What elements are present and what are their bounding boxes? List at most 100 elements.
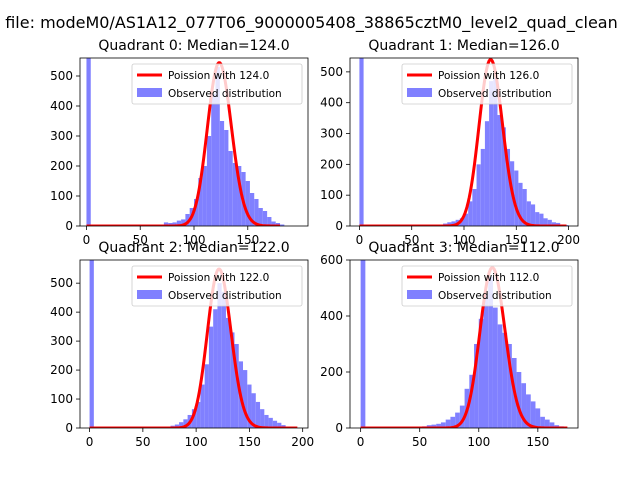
legend-box (401, 63, 573, 105)
poisson-curve (360, 266, 568, 428)
histogram-bar (262, 211, 268, 226)
histogram-bar (89, 260, 94, 428)
histogram-bar (540, 416, 545, 428)
histogram-bar (179, 422, 184, 428)
histogram-bar (247, 384, 252, 428)
histogram-bar (556, 222, 561, 226)
x-tick-label: 50 (404, 233, 419, 247)
y-tick-label: 0 (65, 421, 73, 435)
y-tick-label: 200 (50, 363, 73, 377)
x-tick-label: 50 (412, 435, 427, 449)
y-tick-label: 200 (320, 365, 343, 379)
histogram-bar (522, 189, 527, 226)
histogram-bar (476, 164, 481, 226)
histogram-bar (497, 324, 503, 428)
x-tick-label: 0 (86, 435, 94, 449)
plot-area (86, 58, 285, 226)
y-tick-label: 0 (335, 219, 343, 233)
histogram-bar (272, 420, 278, 428)
x-tick-label: 50 (133, 233, 148, 247)
y-tick-label: 600 (320, 253, 343, 267)
quadrant-title: Quadrant 1: Median=126.0 (368, 38, 559, 54)
legend-box (401, 265, 573, 307)
histogram-bar (217, 283, 222, 428)
histogram-bar (196, 401, 201, 428)
histogram-bar (474, 344, 479, 428)
histogram-bar (526, 201, 531, 226)
y-tick-label: 500 (50, 69, 73, 83)
histogram-bar (228, 151, 233, 226)
histogram-bar (230, 332, 235, 428)
histogram-bar (215, 67, 220, 226)
legend: Poission with 112.0 Observed distribution (401, 265, 573, 307)
histogram-bar (280, 224, 285, 226)
y-tick-label: 500 (320, 65, 343, 79)
plot-area (360, 260, 568, 428)
histogram-bar (464, 213, 469, 226)
histogram-bar (213, 309, 218, 428)
poisson-curve (358, 58, 567, 226)
y-tick-label: 400 (320, 96, 343, 110)
histogram-bar (484, 121, 490, 226)
histogram-bar (459, 405, 465, 428)
histogram-bar (547, 219, 552, 226)
histogram-bar (450, 416, 456, 428)
histogram-bar (202, 166, 207, 226)
axes-frame (349, 259, 579, 429)
y-tick-label: 0 (65, 219, 73, 233)
axes-frame (79, 259, 309, 429)
histogram-bar (208, 326, 214, 428)
histogram-bar (260, 409, 265, 428)
y-tick-label: 300 (320, 127, 343, 141)
histogram-bar (243, 370, 248, 428)
legend-label-poisson: Poission with 122.0 (168, 272, 269, 284)
histogram-bar (277, 422, 282, 428)
y-tick-label: 400 (50, 99, 73, 113)
histogram-bar (232, 163, 238, 226)
histogram-bar (221, 291, 226, 428)
y-tick-label: 100 (50, 189, 73, 203)
histogram-bar (501, 127, 506, 226)
histogram-bar (174, 424, 180, 428)
legend-label-poisson: Poission with 126.0 (438, 70, 539, 82)
histogram-bar (516, 372, 522, 428)
y-tick-label: 300 (50, 334, 73, 348)
x-tick-label: 50 (135, 435, 150, 449)
histogram-bar (264, 414, 269, 428)
histogram-bar (535, 212, 540, 226)
legend-box (131, 265, 303, 307)
x-tick-label: 0 (357, 435, 365, 449)
histogram-bar (521, 383, 527, 428)
x-tick-label: 100 (183, 233, 206, 247)
legend-label-observed: Observed distribution (438, 290, 552, 302)
histogram-bar (469, 374, 475, 428)
plot-area (89, 260, 298, 428)
y-tick-label: 300 (50, 129, 73, 143)
legend-label-observed: Observed distribution (168, 290, 282, 302)
histogram-bar (172, 222, 177, 226)
histogram-bar (459, 218, 464, 226)
legend-hist-swatch (137, 290, 162, 299)
x-tick-label: 150 (526, 435, 549, 449)
histogram-bar (176, 220, 182, 226)
histogram-bar (455, 412, 460, 428)
histogram-bar (211, 94, 216, 226)
quadrant-panel-1: 0 50 100 150 200 0 100 200 300 400 500 Poission wit… (320, 38, 580, 247)
histogram-bar (514, 170, 519, 226)
x-tick-label: 150 (505, 233, 528, 247)
histogram-bar (206, 136, 212, 226)
histogram-bar (493, 78, 498, 226)
histogram-bar (440, 422, 446, 428)
y-tick-label: 200 (50, 159, 73, 173)
histogram-bar (518, 182, 523, 226)
y-tick-label: 400 (320, 309, 343, 323)
figure-suptitle: n file: modeM0/AS1A12_077T06_9000005408_… (0, 13, 618, 33)
histogram-bar (526, 394, 531, 428)
histogram-bar (478, 318, 484, 428)
legend: Poission with 124.0 Observed distribution (131, 63, 303, 105)
legend-label-observed: Observed distribution (438, 88, 552, 100)
y-tick-label: 100 (50, 392, 73, 406)
y-tick-label: 100 (320, 188, 343, 202)
histogram-bar (551, 222, 557, 226)
